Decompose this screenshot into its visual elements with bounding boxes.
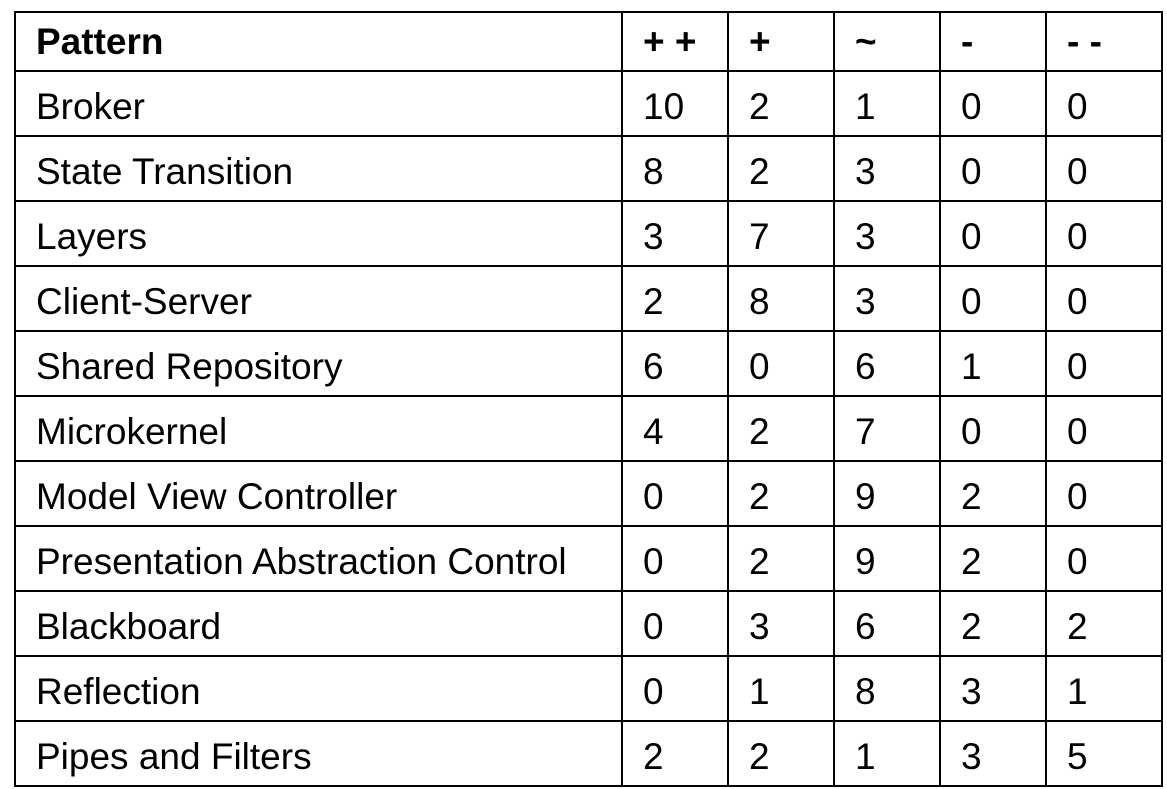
rating-count-cell: 6 — [621, 330, 729, 397]
table-row: Microkernel 4 2 7 0 0 — [14, 395, 1163, 462]
rating-count-cell: 1 — [939, 330, 1047, 397]
pattern-name-cell: Layers — [14, 200, 623, 267]
table-row: Shared Repository 6 0 6 1 0 — [14, 330, 1163, 397]
rating-count-cell: 0 — [621, 655, 729, 722]
rating-count-cell: 0 — [621, 525, 729, 592]
rating-count-cell: 2 — [727, 70, 835, 137]
pattern-name-cell: Microkernel — [14, 395, 623, 462]
rating-count-cell: 3 — [833, 200, 941, 267]
pattern-name-cell: Model View Controller — [14, 460, 623, 527]
pattern-name-cell: Blackboard — [14, 590, 623, 657]
rating-count-cell: 2 — [727, 395, 835, 462]
rating-count-cell: 0 — [939, 395, 1047, 462]
rating-count-cell: 6 — [833, 590, 941, 657]
rating-count-cell: 0 — [939, 200, 1047, 267]
rating-count-cell: 0 — [1045, 70, 1163, 137]
rating-count-cell: 1 — [727, 655, 835, 722]
rating-count-cell: 2 — [939, 460, 1047, 527]
rating-count-cell: 4 — [621, 395, 729, 462]
header-pattern: Pattern — [14, 11, 623, 72]
rating-count-cell: 2 — [621, 720, 729, 787]
rating-count-cell: 2 — [727, 460, 835, 527]
header-double-minus: - - — [1045, 11, 1163, 72]
table-row: Presentation Abstraction Control 0 2 9 2 0 — [14, 525, 1163, 592]
table-row: State Transition 8 2 3 0 0 — [14, 135, 1163, 202]
rating-count-cell: 3 — [939, 655, 1047, 722]
rating-count-cell: 9 — [833, 525, 941, 592]
rating-count-cell: 8 — [621, 135, 729, 202]
rating-count-cell: 10 — [621, 70, 729, 137]
pattern-name-cell: Broker — [14, 70, 623, 137]
table-container: Pattern + + + ~ - - - Broker 10 2 1 0 0 State … — [14, 11, 1163, 787]
pattern-name-cell: State Transition — [14, 135, 623, 202]
rating-count-cell: 3 — [833, 265, 941, 332]
pattern-name-cell: Presentation Abstraction Control — [14, 525, 623, 592]
pattern-name-cell: Client-Server — [14, 265, 623, 332]
rating-count-cell: 0 — [1045, 265, 1163, 332]
rating-count-cell: 0 — [939, 265, 1047, 332]
table-row: Model View Controller 0 2 9 2 0 — [14, 460, 1163, 527]
rating-count-cell: 2 — [939, 525, 1047, 592]
rating-count-cell: 2 — [727, 135, 835, 202]
rating-count-cell: 0 — [1045, 200, 1163, 267]
rating-count-cell: 2 — [621, 265, 729, 332]
pattern-rating-table: Pattern + + + ~ - - - Broker 10 2 1 0 0 State … — [14, 11, 1163, 787]
rating-count-cell: 2 — [939, 590, 1047, 657]
rating-count-cell: 6 — [833, 330, 941, 397]
rating-count-cell: 2 — [1045, 590, 1163, 657]
table-row: Reflection 0 1 8 3 1 — [14, 655, 1163, 722]
rating-count-cell: 0 — [727, 330, 835, 397]
pattern-name-cell: Shared Repository — [14, 330, 623, 397]
table-body: Broker 10 2 1 0 0 State Transition 8 2 3 0 0 Layers 3… — [14, 70, 1163, 787]
rating-count-cell: 2 — [727, 720, 835, 787]
rating-count-cell: 3 — [727, 590, 835, 657]
rating-count-cell: 3 — [939, 720, 1047, 787]
rating-count-cell: 0 — [621, 460, 729, 527]
rating-count-cell: 5 — [1045, 720, 1163, 787]
table-row: Blackboard 0 3 6 2 2 — [14, 590, 1163, 657]
rating-count-cell: 1 — [1045, 655, 1163, 722]
rating-count-cell: 3 — [833, 135, 941, 202]
header-minus: - — [939, 11, 1047, 72]
rating-count-cell: 0 — [1045, 330, 1163, 397]
rating-count-cell: 8 — [833, 655, 941, 722]
pattern-name-cell: Reflection — [14, 655, 623, 722]
table-row: Broker 10 2 1 0 0 — [14, 70, 1163, 137]
rating-count-cell: 1 — [833, 720, 941, 787]
rating-count-cell: 3 — [621, 200, 729, 267]
rating-count-cell: 7 — [833, 395, 941, 462]
rating-count-cell: 0 — [621, 590, 729, 657]
table-row: Client-Server 2 8 3 0 0 — [14, 265, 1163, 332]
rating-count-cell: 8 — [727, 265, 835, 332]
rating-count-cell: 0 — [939, 70, 1047, 137]
header-double-plus: + + — [621, 11, 729, 72]
header-tilde: ~ — [833, 11, 941, 72]
rating-count-cell: 0 — [1045, 460, 1163, 527]
rating-count-cell: 2 — [727, 525, 835, 592]
rating-count-cell: 1 — [833, 70, 941, 137]
table-header: Pattern + + + ~ - - - — [14, 11, 1163, 72]
pattern-name-cell: Pipes and Filters — [14, 720, 623, 787]
rating-count-cell: 0 — [1045, 395, 1163, 462]
table-row: Pipes and Filters 2 2 1 3 5 — [14, 720, 1163, 787]
rating-count-cell: 0 — [1045, 135, 1163, 202]
rating-count-cell: 0 — [1045, 525, 1163, 592]
table-row: Layers 3 7 3 0 0 — [14, 200, 1163, 267]
header-plus: + — [727, 11, 835, 72]
rating-count-cell: 7 — [727, 200, 835, 267]
rating-count-cell: 0 — [939, 135, 1047, 202]
rating-count-cell: 9 — [833, 460, 941, 527]
header-row: Pattern + + + ~ - - - — [14, 11, 1163, 72]
